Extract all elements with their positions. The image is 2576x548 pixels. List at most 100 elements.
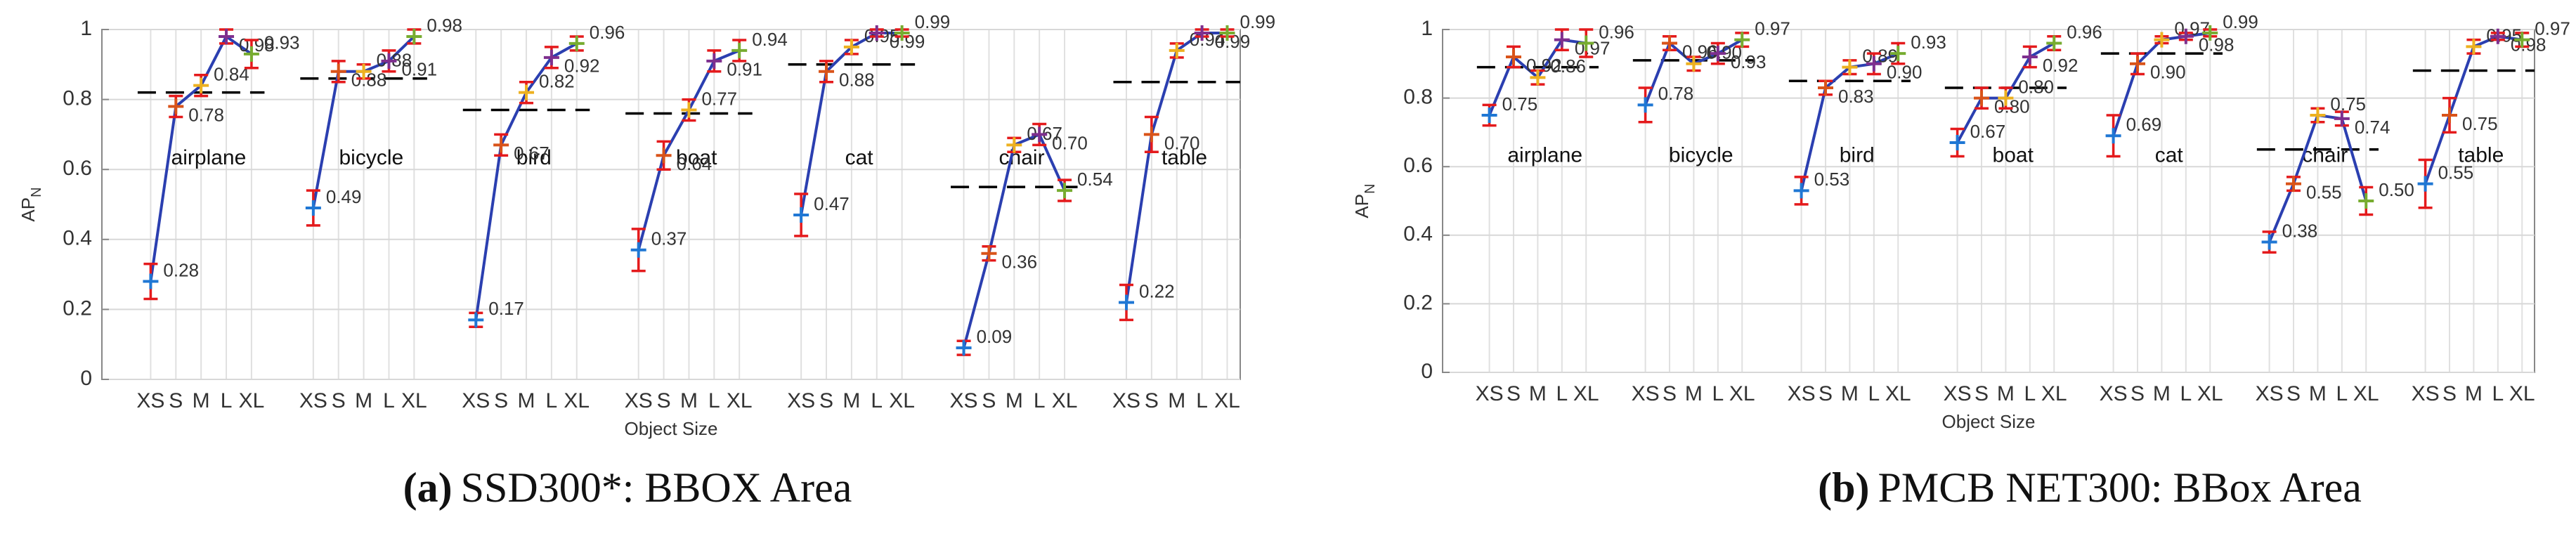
class-label: bicycle xyxy=(339,146,404,169)
marker xyxy=(1734,32,1750,48)
data-label: 0.47 xyxy=(814,193,850,214)
data-label: 0.86 xyxy=(1550,56,1586,77)
marker xyxy=(2261,234,2277,250)
x-tick-label: S xyxy=(2442,382,2457,405)
data-label: 0.96 xyxy=(1599,21,1634,42)
data-label: 0.99 xyxy=(2223,11,2258,32)
y-axis-label-sub: N xyxy=(1362,183,1378,193)
marker xyxy=(1686,56,1702,72)
x-tick-label: M xyxy=(843,389,860,412)
marker xyxy=(1842,59,1858,75)
x-tick-label: S xyxy=(332,389,346,412)
data-label: 0.70 xyxy=(1052,132,1088,153)
class-label: bird xyxy=(1840,143,1875,167)
marker xyxy=(1506,49,1522,65)
marker xyxy=(894,25,910,41)
x-tick-label: S xyxy=(1507,382,1521,405)
marker xyxy=(1554,32,1570,48)
marker xyxy=(1949,135,1965,151)
x-tick-label: L xyxy=(1556,382,1568,405)
data-label: 0.74 xyxy=(2355,117,2390,138)
x-tick-label: XS xyxy=(136,389,164,412)
data-label: 0.98 xyxy=(2511,34,2546,56)
x-tick-label: L xyxy=(383,389,395,412)
x-tick-label: L xyxy=(1712,382,1724,405)
data-label: 0.82 xyxy=(539,71,575,92)
data-label: 0.28 xyxy=(163,259,199,280)
data-label: 0.99 xyxy=(1240,11,1275,32)
data-label: 0.93 xyxy=(1731,51,1767,72)
caption-label: (a) xyxy=(403,464,453,511)
data-label: 0.80 xyxy=(2018,76,2054,97)
y-tick-label: 0 xyxy=(80,367,92,390)
y-tick-label: 0.6 xyxy=(1403,154,1433,177)
x-tick-label: M xyxy=(355,389,372,412)
marker xyxy=(706,53,722,69)
class-label: bird xyxy=(516,146,552,169)
caption-text: PMCB NET300: BBox Area xyxy=(1878,464,2361,511)
marker xyxy=(1143,126,1159,143)
data-label: 0.97 xyxy=(1575,38,1611,59)
x-tick-label: M xyxy=(680,389,698,412)
data-label: 0.83 xyxy=(1838,86,1874,107)
x-tick-label: M xyxy=(1529,382,1547,405)
data-label: 0.17 xyxy=(488,298,524,319)
caption: (b) PMCB NET300: BBox Area xyxy=(1818,464,2362,511)
data-label: 0.36 xyxy=(1001,252,1037,273)
x-tick-label: XS xyxy=(2256,382,2284,405)
marker xyxy=(2334,110,2350,126)
marker xyxy=(2130,56,2146,72)
marker xyxy=(2514,32,2530,48)
data-label: 0.94 xyxy=(752,29,788,50)
marker xyxy=(2417,176,2433,192)
y-axis-label: APN xyxy=(1351,183,1378,218)
x-tick-label: S xyxy=(2131,382,2145,405)
data-label: 0.64 xyxy=(677,153,713,174)
data-label: 0.98 xyxy=(2199,34,2235,56)
x-tick-label: L xyxy=(221,389,233,412)
marker xyxy=(2154,32,2170,48)
x-tick-label: XS xyxy=(299,389,327,412)
marker xyxy=(168,98,184,115)
x-tick-label: S xyxy=(1145,389,1159,412)
x-tick-label: XL xyxy=(564,389,590,412)
data-label: 0.75 xyxy=(1502,93,1538,115)
y-tick-label: 1 xyxy=(1421,17,1433,40)
marker xyxy=(1710,46,1726,62)
x-tick-label: XL xyxy=(239,389,265,412)
x-tick-label: S xyxy=(982,389,996,412)
marker xyxy=(1818,79,1834,96)
class-label: chair xyxy=(2302,143,2348,167)
marker xyxy=(1219,25,1235,41)
x-tick-label: XL xyxy=(401,389,427,412)
marker xyxy=(1890,46,1906,62)
marker xyxy=(356,63,372,79)
data-label: 0.55 xyxy=(2306,181,2342,202)
data-label: 0.93 xyxy=(264,32,300,53)
class-label: table xyxy=(2458,143,2504,167)
data-label: 0.88 xyxy=(839,70,875,91)
data-label: 0.49 xyxy=(326,186,362,207)
x-tick-label: S xyxy=(1819,382,1833,405)
marker xyxy=(219,28,235,44)
marker xyxy=(1057,183,1073,199)
marker xyxy=(2046,35,2062,51)
x-tick-label: S xyxy=(819,389,833,412)
marker xyxy=(2022,49,2038,65)
data-label: 0.92 xyxy=(1526,55,1562,76)
class-label: airplane xyxy=(171,146,247,169)
marker xyxy=(1006,137,1022,153)
marker xyxy=(656,148,672,164)
x-tick-label: S xyxy=(657,389,671,412)
marker xyxy=(681,102,697,118)
x-tick-label: M xyxy=(1685,382,1703,405)
marker xyxy=(2466,39,2482,55)
marker xyxy=(330,63,346,79)
x-tick-label: L xyxy=(871,389,883,412)
x-tick-label: S xyxy=(169,389,183,412)
x-tick-label: XL xyxy=(2509,382,2535,405)
marker xyxy=(630,242,646,258)
data-label: 0.69 xyxy=(2126,114,2162,135)
data-label: 0.91 xyxy=(401,59,437,80)
